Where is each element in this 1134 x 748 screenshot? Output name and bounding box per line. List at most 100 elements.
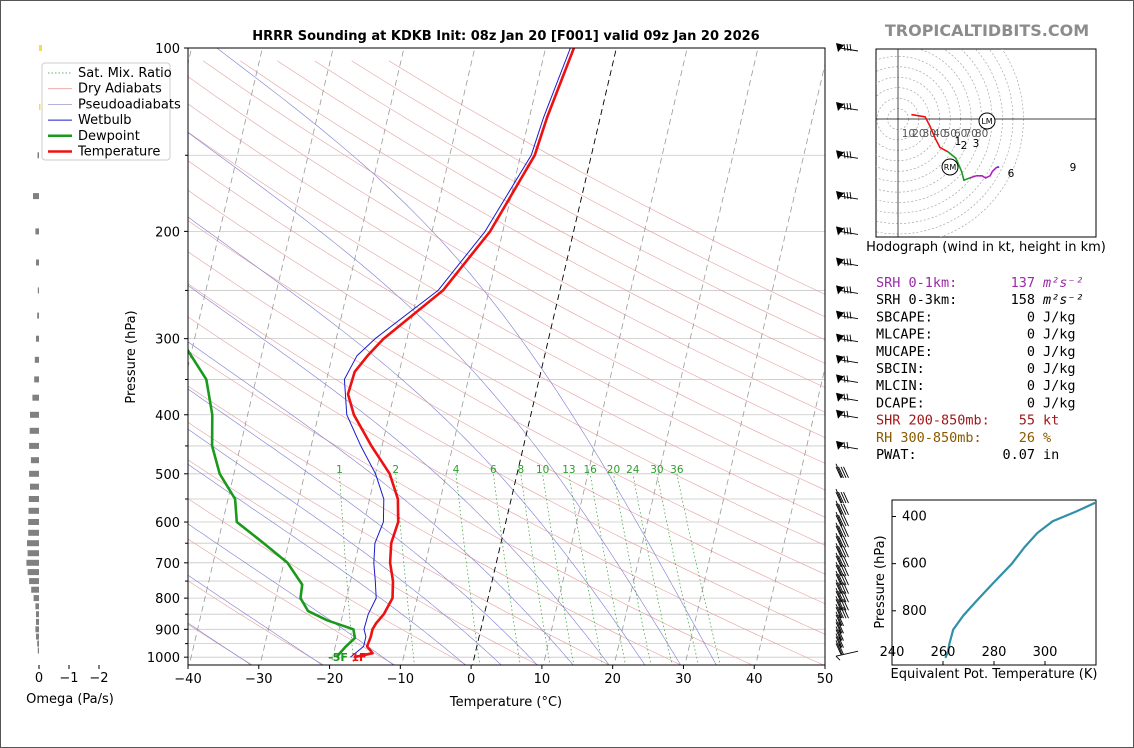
hodograph-ring-label: 80 (975, 128, 988, 140)
mixing-ratio-labels: 1 2 4 6 8 10 13 16 20 24 30 36 (336, 464, 684, 476)
legend-label: Pseudoadiabats (78, 97, 181, 112)
mixing-ratio-line (613, 473, 652, 665)
barb-feather (843, 151, 846, 159)
y-tick-label: 700 (155, 557, 180, 572)
legend-label: Temperature (77, 145, 160, 160)
theta-x-tick-label: 260 (931, 645, 956, 660)
omega-bar (28, 529, 39, 536)
hodograph-ring-label: 70 (964, 128, 977, 140)
wind-barb (835, 650, 859, 661)
barb-feather (843, 546, 849, 558)
omega-axis: 0 −1 −2 Omega (Pa/s) (26, 665, 114, 707)
x-tick-label: 0 (467, 672, 475, 687)
barb-feather (843, 573, 849, 586)
omega-tick: −1 (59, 671, 78, 686)
index-label: MLCIN: (876, 378, 925, 394)
barb-flag (836, 440, 844, 450)
hodograph-trace (969, 166, 998, 179)
pseudoadiabat-line (188, 463, 466, 665)
omega-bar (39, 45, 42, 51)
dry-adiabat-line (314, 60, 825, 341)
barb-feather (846, 441, 849, 449)
storm-motion-marker (978, 112, 996, 130)
index-unit: J/kg (1043, 395, 1076, 411)
index-label: DCAPE: (876, 395, 925, 411)
wind-barb (836, 102, 859, 112)
skewt-axis-ticks: −40 −30 −20 −10 0 10 20 30 40 50 100 200 300 400 500 60… (147, 42, 833, 687)
index-unit: J/kg (1043, 309, 1076, 325)
barb-feather (846, 355, 849, 363)
omega-bar (36, 618, 39, 625)
isotherm-line (330, 48, 476, 665)
dry-adiabat-line (188, 624, 253, 665)
wetbulb-profile (343, 48, 571, 658)
index-label: SHR 200-850mb: (876, 413, 990, 429)
hodograph-trace (911, 113, 949, 153)
barb-feather (835, 466, 842, 478)
barb-feather (843, 355, 846, 363)
barb-staff (835, 619, 843, 634)
wind-barb (836, 285, 859, 295)
pseudoadiabat-line (188, 622, 252, 665)
x-tick-label: 30 (675, 672, 692, 687)
x-tick-label: −10 (387, 672, 414, 687)
dry-adiabat-line (188, 580, 325, 665)
mixing-ratio-label: 10 (536, 464, 549, 476)
omega-bar (28, 507, 39, 514)
dry-adiabat-line (188, 103, 825, 464)
barb-feather (838, 525, 844, 538)
wind-barb (835, 533, 849, 548)
barb-staff (839, 154, 859, 159)
barb-feather (835, 573, 842, 586)
hodograph-height-label: 3 (973, 138, 980, 150)
y-tick-label: 1000 (147, 651, 180, 666)
barb-feather (843, 491, 849, 504)
y-tick-label: 600 (155, 516, 180, 531)
index-value: 0.07 (1002, 447, 1035, 463)
barb-feather (838, 491, 844, 504)
skewt-x-axis-label: Temperature (°C) (449, 695, 562, 710)
barb-staff (835, 511, 843, 527)
chart-title: HRRR Sounding at KDKB Init: 08z Jan 20 [… (252, 29, 759, 44)
barb-feather (843, 286, 846, 294)
barb-feather (840, 503, 847, 515)
barb-flag (836, 392, 844, 402)
dry-adiabat-line (188, 498, 468, 665)
barb-feather (835, 629, 842, 641)
wind-barb (835, 640, 844, 655)
theta-x-tick-label: 300 (1033, 645, 1058, 660)
barb-staff (839, 315, 859, 320)
barb-staff (839, 195, 859, 200)
barb-feather (838, 536, 844, 548)
isotherm-line (613, 48, 759, 665)
barb-staff (839, 106, 859, 111)
x-tick-label: −40 (174, 672, 201, 687)
omega-tick: 0 (35, 671, 43, 686)
wind-barb (835, 633, 844, 648)
barb-feather (835, 582, 842, 594)
barb-feather (840, 514, 847, 527)
hodograph-ring-label: 40 (933, 128, 946, 140)
mixing-ratio-line (676, 473, 721, 665)
barb-staff (839, 445, 859, 450)
barb-feather (840, 582, 847, 594)
storm-motion-label: RM (944, 163, 957, 172)
barb-feather (840, 599, 847, 611)
pseudoadiabat-line (188, 523, 395, 665)
barb-feather (840, 525, 847, 538)
theta-e-profile (944, 501, 1096, 659)
barb-flag (836, 191, 844, 201)
barb-feather (849, 286, 852, 294)
barb-feather (846, 410, 849, 418)
theta-e-y-axis-label: Pressure (hPa) (873, 535, 888, 628)
wind-barb (835, 522, 849, 538)
barb-feather (835, 555, 842, 568)
isotherm-lines (188, 48, 825, 665)
barb-staff (835, 522, 843, 538)
omega-bar (37, 152, 39, 159)
wind-barb (836, 333, 859, 343)
barb-flag (836, 333, 844, 343)
index-unit: m²s⁻² (1042, 275, 1084, 291)
x-tick-label: 50 (817, 672, 834, 687)
barb-feather (835, 514, 842, 527)
